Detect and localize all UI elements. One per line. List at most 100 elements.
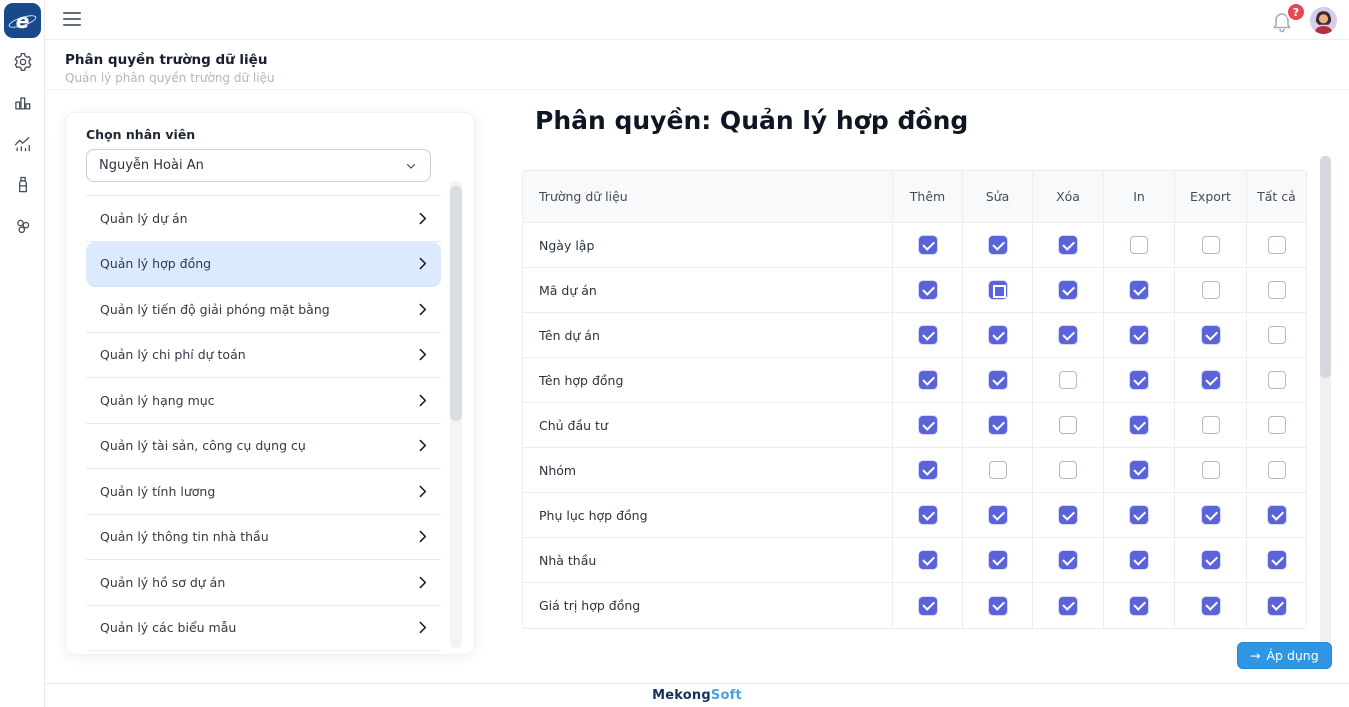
checkbox-cell bbox=[963, 268, 1033, 313]
permission-checkbox-6-2[interactable] bbox=[1059, 506, 1077, 524]
permission-checkbox-5-3[interactable] bbox=[1130, 461, 1148, 479]
permission-checkbox-4-0[interactable] bbox=[918, 416, 937, 434]
permission-checkbox-7-4[interactable] bbox=[1201, 551, 1220, 569]
checkbox-cell bbox=[1175, 268, 1247, 313]
settings-gear-icon[interactable] bbox=[11, 50, 35, 74]
permission-checkbox-8-1[interactable] bbox=[988, 596, 1007, 615]
checkbox-cell bbox=[1247, 358, 1306, 403]
permission-checkbox-2-5[interactable] bbox=[1267, 326, 1286, 344]
permission-checkbox-8-0[interactable] bbox=[918, 596, 937, 615]
permission-checkbox-5-5[interactable] bbox=[1267, 461, 1286, 479]
permission-checkbox-7-0[interactable] bbox=[918, 551, 937, 569]
field-name-cell: Mã dự án bbox=[523, 268, 893, 313]
permission-checkbox-3-1[interactable] bbox=[988, 371, 1007, 389]
permission-checkbox-5-1[interactable] bbox=[988, 461, 1007, 479]
module-menu-list: Quản lý dự án Quản lý hợp đồng Quản lý t… bbox=[86, 195, 441, 651]
module-menu-item-1[interactable]: Quản lý hợp đồng bbox=[86, 241, 441, 287]
checkbox-cell bbox=[1033, 538, 1104, 583]
permission-checkbox-1-2[interactable] bbox=[1059, 281, 1077, 299]
permission-checkbox-4-2[interactable] bbox=[1059, 416, 1077, 434]
permission-checkbox-0-4[interactable] bbox=[1201, 236, 1220, 254]
permission-checkbox-1-5[interactable] bbox=[1267, 281, 1286, 299]
permission-checkbox-7-2[interactable] bbox=[1059, 551, 1077, 569]
permission-checkbox-1-3[interactable] bbox=[1130, 281, 1148, 299]
permission-checkbox-7-5[interactable] bbox=[1267, 551, 1286, 569]
module-menu-item-4[interactable]: Quản lý hạng mục bbox=[86, 378, 441, 424]
permission-checkbox-3-4[interactable] bbox=[1201, 371, 1220, 389]
permission-checkbox-4-1[interactable] bbox=[988, 416, 1007, 434]
module-menu-item-8[interactable]: Quản lý hồ sơ dự án bbox=[86, 560, 441, 606]
module-menu-item-0[interactable]: Quản lý dự án bbox=[86, 196, 441, 242]
permission-checkbox-0-0[interactable] bbox=[918, 236, 937, 254]
permission-checkbox-5-0[interactable] bbox=[918, 461, 937, 479]
permission-checkbox-6-4[interactable] bbox=[1201, 506, 1220, 524]
module-menu-item-3[interactable]: Quản lý chi phí dự toán bbox=[86, 332, 441, 378]
module-menu-item-2[interactable]: Quản lý tiến độ giải phóng mặt bằng bbox=[86, 287, 441, 333]
cluster-icon[interactable] bbox=[11, 214, 35, 238]
apply-button-label: Áp dụng bbox=[1266, 648, 1319, 663]
permission-checkbox-6-3[interactable] bbox=[1130, 506, 1148, 524]
permission-checkbox-3-2[interactable] bbox=[1059, 371, 1077, 389]
checkbox-cell bbox=[1104, 583, 1175, 628]
permission-checkbox-3-5[interactable] bbox=[1267, 371, 1286, 389]
permission-checkbox-1-0[interactable] bbox=[918, 281, 937, 299]
checkbox-cell bbox=[963, 538, 1033, 583]
permission-checkbox-2-4[interactable] bbox=[1201, 326, 1220, 344]
module-menu-item-label: Quản lý các biểu mẫu bbox=[100, 620, 237, 636]
permission-checkbox-3-3[interactable] bbox=[1130, 371, 1148, 389]
bar-chart-icon[interactable] bbox=[11, 91, 35, 115]
permission-checkbox-1-1[interactable] bbox=[988, 281, 1007, 299]
checkbox-cell bbox=[1175, 583, 1247, 628]
permission-checkbox-2-2[interactable] bbox=[1059, 326, 1077, 344]
main-scrollbar-track[interactable] bbox=[1320, 156, 1331, 648]
module-menu-item-5[interactable]: Quản lý tài sản, công cụ dụng cụ bbox=[86, 423, 441, 469]
permission-checkbox-2-1[interactable] bbox=[988, 326, 1007, 344]
chevron-right-icon bbox=[419, 303, 427, 315]
permission-checkbox-5-2[interactable] bbox=[1059, 461, 1077, 479]
permission-checkbox-2-0[interactable] bbox=[918, 326, 937, 344]
line-chart-icon[interactable] bbox=[11, 132, 35, 156]
permission-checkbox-4-4[interactable] bbox=[1201, 416, 1220, 434]
chevron-right-icon bbox=[419, 485, 427, 497]
column-header-5: Export bbox=[1175, 171, 1247, 223]
permission-checkbox-8-3[interactable] bbox=[1130, 596, 1148, 615]
panel-scrollbar-thumb[interactable] bbox=[450, 186, 462, 421]
content-area: Chọn nhân viên Nguyễn Hoài An Quản lý dự… bbox=[45, 90, 1349, 683]
permission-checkbox-8-5[interactable] bbox=[1267, 596, 1286, 615]
permission-checkbox-8-2[interactable] bbox=[1059, 596, 1077, 615]
user-avatar[interactable] bbox=[1310, 6, 1337, 34]
notification-bell-icon[interactable]: ? bbox=[1270, 2, 1306, 34]
permission-checkbox-6-1[interactable] bbox=[988, 506, 1007, 524]
permission-checkbox-4-3[interactable] bbox=[1130, 416, 1148, 434]
permission-checkbox-1-4[interactable] bbox=[1201, 281, 1220, 299]
permission-checkbox-3-0[interactable] bbox=[918, 371, 937, 389]
bottle-icon[interactable] bbox=[11, 173, 35, 197]
help-badge[interactable]: ? bbox=[1286, 2, 1306, 22]
panel-scrollbar-track[interactable] bbox=[450, 181, 462, 649]
permission-checkbox-2-3[interactable] bbox=[1130, 326, 1148, 344]
permission-checkbox-6-5[interactable] bbox=[1267, 506, 1286, 524]
main-scrollbar-thumb[interactable] bbox=[1320, 156, 1331, 378]
permission-checkbox-5-4[interactable] bbox=[1201, 461, 1220, 479]
permission-checkbox-8-4[interactable] bbox=[1201, 596, 1220, 615]
permission-checkbox-4-5[interactable] bbox=[1267, 416, 1286, 434]
column-header-label: Sửa bbox=[985, 189, 1010, 204]
checkbox-cell bbox=[963, 583, 1033, 628]
hamburger-menu-icon[interactable] bbox=[63, 12, 83, 28]
module-menu-item-label: Quản lý thông tin nhà thầu bbox=[100, 529, 269, 545]
permission-checkbox-0-2[interactable] bbox=[1059, 236, 1077, 254]
permission-checkbox-0-1[interactable] bbox=[988, 236, 1007, 254]
apply-button[interactable]: → Áp dụng bbox=[1237, 642, 1332, 669]
app-logo[interactable]: e bbox=[4, 3, 41, 38]
module-menu-item-7[interactable]: Quản lý thông tin nhà thầu bbox=[86, 514, 441, 560]
module-menu-item-9[interactable]: Quản lý các biểu mẫu bbox=[86, 605, 441, 651]
permission-checkbox-6-0[interactable] bbox=[918, 506, 937, 524]
employee-select[interactable]: Nguyễn Hoài An bbox=[86, 149, 431, 182]
checkbox-cell bbox=[1033, 448, 1104, 493]
permission-checkbox-0-3[interactable] bbox=[1130, 236, 1148, 254]
permission-checkbox-0-5[interactable] bbox=[1267, 236, 1286, 254]
permission-checkbox-7-3[interactable] bbox=[1130, 551, 1148, 569]
module-menu-item-6[interactable]: Quản lý tính lương bbox=[86, 469, 441, 515]
chevron-right-icon bbox=[419, 258, 427, 270]
permission-checkbox-7-1[interactable] bbox=[988, 551, 1007, 569]
